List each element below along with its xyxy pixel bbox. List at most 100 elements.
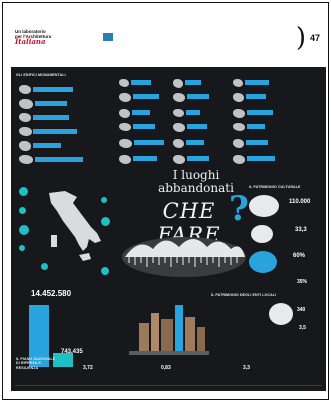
infographic-panel: GLI EDIFICI MONUMENTALI (11, 67, 326, 391)
region-bar (35, 157, 83, 162)
region-bar (246, 94, 266, 99)
header-thumbnail (103, 33, 113, 41)
footer-stat-3-number: 3,3 (243, 365, 250, 371)
italy-map-icon (49, 191, 101, 261)
region-bar (134, 140, 164, 145)
region-bar (187, 94, 209, 99)
region-bar (185, 80, 201, 85)
region-bar (245, 80, 269, 85)
region-map-icon (233, 93, 244, 102)
region-map-icon (19, 99, 33, 109)
region-bar (33, 143, 61, 148)
buildings-illustration (129, 305, 209, 355)
region-map-icon (233, 79, 243, 87)
header-column-2 (201, 27, 283, 53)
region-map-icon (119, 109, 130, 118)
territory-circle (101, 217, 110, 226)
territory-circle (101, 197, 107, 203)
region-bar (187, 124, 207, 129)
stat-3-5: 3,5 (299, 325, 306, 331)
local-heritage-blob (269, 303, 293, 325)
region-map-icon (19, 85, 31, 94)
newspaper-page: Un laboratorio per l'Architettura Italia… (2, 2, 329, 400)
stat-33-3: 33,3 (295, 227, 307, 233)
masthead-line2: per l'Architettura (15, 34, 52, 39)
region-bar (35, 101, 67, 106)
title-line-1: I luoghi (172, 168, 220, 182)
comparison-bars (19, 297, 79, 367)
region-map-icon (233, 123, 245, 131)
header-column-1 (115, 27, 197, 53)
region-bar (133, 94, 159, 99)
region-bar (186, 110, 200, 115)
region-bar (247, 156, 275, 161)
page-number: 47 (309, 33, 320, 43)
heritage-blob (249, 251, 277, 273)
footer-stat-1-number: 3,72 (83, 365, 93, 371)
footer-stat-2-number: 0,83 (161, 365, 171, 371)
heritage-blob (251, 225, 273, 243)
region-bar (186, 140, 204, 145)
region-map-icon (233, 139, 244, 148)
region-map-icon (173, 93, 185, 102)
heritage-blob (249, 195, 279, 217)
region-map-icon (173, 79, 183, 88)
footer-stat-2: 0,83 (161, 365, 231, 389)
region-map-icon (173, 123, 185, 132)
region-map-icon (19, 113, 31, 122)
region-bar (33, 87, 73, 92)
region-bar (247, 110, 273, 115)
region-map-icon (233, 155, 245, 164)
territory-circle (19, 207, 26, 214)
big-number-743435: 743.435 (61, 349, 83, 355)
region-bar (247, 124, 265, 129)
region-bar (132, 110, 150, 115)
section-title-local: IL PATRIMONIO DEGLI ENTI LOCALI (211, 293, 277, 297)
region-map-icon (19, 155, 33, 164)
region-map-icon (233, 109, 245, 118)
masthead: Un laboratorio per l'Architettura Italia… (15, 29, 79, 45)
region-map-icon (119, 139, 132, 148)
region-bar (133, 156, 157, 161)
page-topline (11, 7, 326, 13)
region-map-icon (173, 139, 184, 148)
page-header: Un laboratorio per l'Architettura Italia… (11, 15, 326, 63)
question-mark-graphic: ? (229, 189, 249, 229)
comparison-bar-small (53, 353, 73, 367)
region-map-icon (119, 155, 131, 164)
title-line-2: abbandonati (158, 180, 234, 195)
stat-340: 340 (297, 307, 306, 313)
territory-circle (41, 263, 48, 270)
region-bar (187, 156, 209, 161)
territory-circle (19, 225, 29, 235)
masthead-line1: Un laboratorio (15, 29, 46, 34)
big-number-14452580: 14.452.580 (31, 289, 72, 298)
region-map-icon (19, 127, 32, 136)
territory-circle (19, 187, 28, 196)
stat-60: 60% (293, 253, 306, 259)
section-title-cultural: IL PATRIMONIO CULTURALE (249, 185, 301, 189)
region-map-icon (119, 79, 129, 87)
region-bar (131, 80, 151, 85)
region-bar (33, 115, 69, 120)
section-title-monumental: GLI EDIFICI MONUMENTALI (16, 73, 66, 77)
infographic-title: I luoghi abbandonati (141, 169, 251, 194)
region-bar (33, 129, 77, 134)
footer-stat-1: 3,72 (83, 365, 153, 389)
region-map-icon (119, 123, 131, 131)
region-bar (133, 124, 155, 129)
region-map-icon (173, 109, 184, 117)
masthead-brand: Italiana (15, 37, 46, 46)
territory-circle (101, 267, 109, 275)
region-map-icon (119, 93, 131, 102)
stat-35: 35% (297, 279, 308, 285)
region-bar (246, 140, 268, 145)
footer-stat-3: 3,3 (243, 365, 321, 389)
region-map-icon (19, 141, 31, 151)
section-title-pnrr: IL PIANO NAZIONALE DI RIPRESA E RESILIEN… (16, 357, 56, 370)
region-map-icon (173, 155, 185, 164)
territory-circle (19, 245, 25, 251)
header-bracket-graphic: ) (295, 23, 306, 53)
comparison-bar-large (29, 305, 49, 367)
panel-footer-divider (15, 385, 322, 386)
